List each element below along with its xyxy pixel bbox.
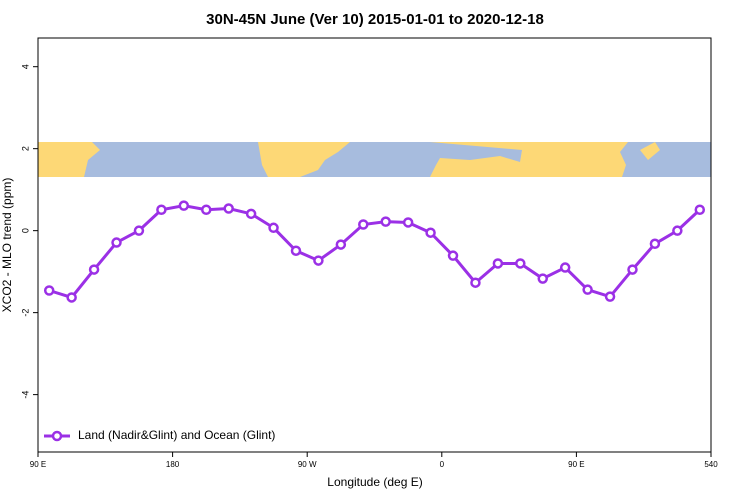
- data-point: [470, 277, 481, 288]
- data-point: [627, 264, 638, 275]
- data-point: [672, 225, 683, 236]
- data-point: [66, 292, 77, 303]
- x-tick-label: 90 E: [568, 460, 584, 469]
- y-tick-label: 4: [20, 64, 30, 69]
- data-point: [515, 258, 526, 269]
- y-axis-label: XCO2 - MLO trend (ppm): [0, 178, 14, 313]
- x-axis-label: Longitude (deg E): [327, 475, 422, 489]
- plot-frame: [37, 37, 712, 453]
- x-tick-label: 0: [440, 460, 445, 469]
- data-point: [380, 216, 391, 227]
- x-tick-label: 90 W: [298, 460, 317, 469]
- series-line: [48, 204, 701, 300]
- legend: Land (Nadir&Glint) and Ocean (Glint): [44, 428, 275, 442]
- y-tick-label: -4: [20, 391, 30, 399]
- data-point: [201, 204, 212, 215]
- data-point: [582, 284, 593, 295]
- data-point: [178, 200, 190, 211]
- legend-marker: [51, 430, 63, 442]
- data-point: [156, 204, 167, 215]
- x-tick-label: 180: [166, 460, 180, 469]
- data-point: [559, 262, 571, 273]
- chart-title: 30N-45N June (Ver 10) 2015-01-01 to 2020…: [206, 11, 544, 28]
- data-point: [402, 217, 414, 228]
- data-point: [425, 227, 436, 238]
- data-point: [537, 273, 548, 284]
- data-point: [335, 239, 347, 250]
- data-point: [133, 225, 145, 236]
- data-point: [447, 250, 459, 261]
- data-point: [88, 264, 100, 275]
- map-band: [38, 142, 711, 177]
- data-point: [649, 238, 661, 250]
- x-tick-label: 540: [704, 460, 718, 469]
- data-point: [313, 255, 324, 266]
- legend-label: Land (Nadir&Glint) and Ocean (Glint): [78, 428, 275, 442]
- data-point: [604, 291, 616, 302]
- data-point: [492, 258, 504, 269]
- data-point: [43, 285, 55, 296]
- y-tick-label: 2: [20, 146, 30, 151]
- data-point: [223, 203, 234, 214]
- data-point: [268, 222, 279, 234]
- data-point: [358, 219, 369, 230]
- data-point: [694, 204, 706, 215]
- data-point: [290, 245, 302, 256]
- y-tick-label: 0: [20, 228, 30, 233]
- data-point: [111, 237, 122, 248]
- x-tick-label: 90 E: [30, 460, 46, 469]
- y-tick-label: -2: [20, 309, 30, 317]
- data-point: [245, 208, 257, 220]
